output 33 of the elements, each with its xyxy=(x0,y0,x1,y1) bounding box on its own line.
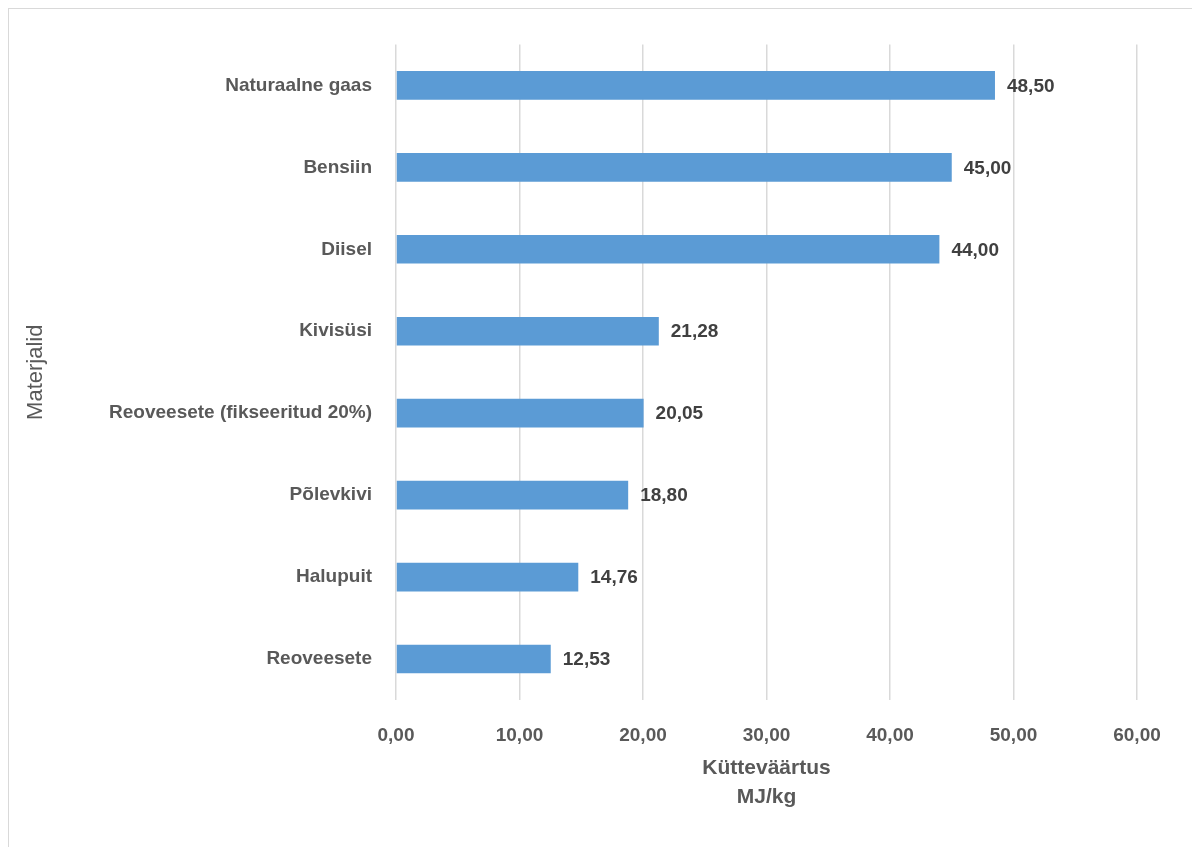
bar xyxy=(396,480,629,510)
bar xyxy=(396,152,952,182)
x-tick-label: 10,00 xyxy=(495,723,544,745)
x-tick-label: 50,00 xyxy=(989,723,1038,745)
bar xyxy=(396,398,644,428)
y-tick-label: Reoveesete (fikseeritud 20%) xyxy=(109,401,372,423)
x-tick-label: 60,00 xyxy=(1113,723,1161,745)
x-tick-label: 0,00 xyxy=(377,723,415,745)
bar xyxy=(396,562,579,592)
data-label: 48,50 xyxy=(1006,74,1055,96)
y-tick-label: Halupuit xyxy=(296,565,373,587)
bar xyxy=(396,316,659,346)
bar xyxy=(396,71,995,100)
y-tick-label: Diisel xyxy=(321,237,372,259)
y-tick-label: Kivisüsi xyxy=(299,319,372,341)
y-tick-label: Reoveesete xyxy=(266,647,372,669)
x-axis-title: Kütteväärtus MJ/kg xyxy=(702,755,831,807)
x-tick-label: 20,00 xyxy=(619,723,667,745)
bar xyxy=(396,234,940,264)
data-label: 45,00 xyxy=(963,156,1012,178)
bar xyxy=(396,644,551,674)
data-label: 18,80 xyxy=(640,484,688,506)
data-label: 14,76 xyxy=(590,566,638,588)
y-axis-title: Materjalid xyxy=(22,324,48,420)
data-label: 44,00 xyxy=(951,238,999,260)
data-label: 21,28 xyxy=(670,320,719,342)
y-tick-label: Naturaalne gaas xyxy=(225,73,372,95)
data-label: 20,05 xyxy=(655,402,704,424)
x-tick-label: 40,00 xyxy=(866,723,914,745)
x-tick-label: 30,00 xyxy=(742,723,791,745)
y-tick-label: Põlevkivi xyxy=(289,483,372,505)
y-tick-label: Bensiin xyxy=(303,155,372,177)
data-label: 12,53 xyxy=(562,648,611,670)
